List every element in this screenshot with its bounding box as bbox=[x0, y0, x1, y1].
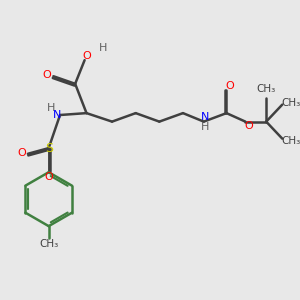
Text: N: N bbox=[200, 112, 209, 122]
Text: N: N bbox=[53, 110, 61, 120]
Text: O: O bbox=[245, 122, 254, 131]
Text: CH₃: CH₃ bbox=[39, 238, 58, 249]
Text: O: O bbox=[82, 51, 91, 62]
Text: O: O bbox=[42, 70, 51, 80]
Text: CH₃: CH₃ bbox=[281, 98, 300, 108]
Text: O: O bbox=[44, 172, 53, 182]
Text: H: H bbox=[98, 43, 107, 53]
Text: CH₃: CH₃ bbox=[281, 136, 300, 146]
Text: H: H bbox=[200, 122, 209, 132]
Text: S: S bbox=[45, 142, 53, 154]
Text: O: O bbox=[18, 148, 27, 158]
Text: H: H bbox=[46, 103, 55, 113]
Text: CH₃: CH₃ bbox=[256, 85, 276, 94]
Text: O: O bbox=[225, 81, 234, 91]
